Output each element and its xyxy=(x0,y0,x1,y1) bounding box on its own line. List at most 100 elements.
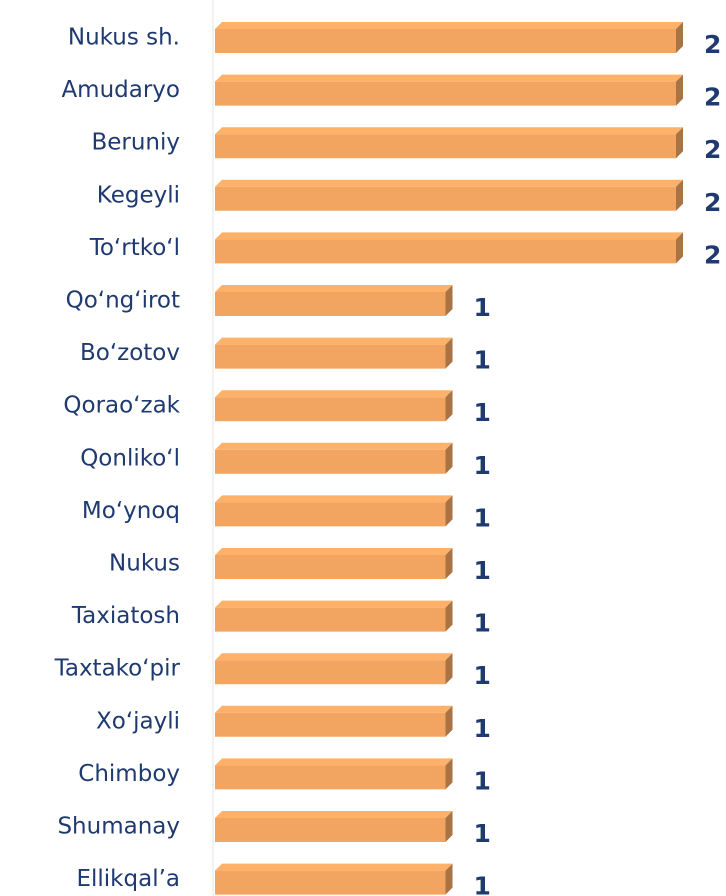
bar-face xyxy=(215,765,446,790)
bar-face xyxy=(676,22,683,53)
value-label: 1 xyxy=(474,346,491,375)
bar-face xyxy=(215,495,453,503)
y-tick-label: Qorao‘zak xyxy=(63,393,180,419)
bar xyxy=(215,653,453,685)
bar-face xyxy=(215,758,453,766)
bar-face xyxy=(445,548,453,579)
bar-face xyxy=(215,397,446,422)
bar xyxy=(215,337,453,369)
bar-face xyxy=(215,232,683,240)
y-tick-label: Bo‘zotov xyxy=(80,340,180,366)
value-label: 2 xyxy=(704,83,721,112)
y-tick-label: Amudaryo xyxy=(61,77,180,103)
bar-face xyxy=(215,285,453,292)
bar xyxy=(215,74,683,106)
bar-face xyxy=(215,239,676,264)
value-label: 1 xyxy=(474,609,491,638)
bar-face xyxy=(445,600,453,632)
y-tick-label: To‘rtko‘l xyxy=(89,235,180,261)
bar-face xyxy=(215,870,446,895)
bar-face xyxy=(215,555,446,579)
value-label: 1 xyxy=(474,398,491,427)
bar-face xyxy=(445,337,453,369)
bar-face xyxy=(215,134,676,159)
bar-face xyxy=(215,442,453,450)
bar-face xyxy=(676,179,683,211)
bar xyxy=(215,600,453,632)
bar-face xyxy=(215,607,446,632)
bar-face xyxy=(445,863,453,895)
bar-face xyxy=(215,186,676,211)
bar-face xyxy=(215,449,446,474)
bar xyxy=(215,548,453,579)
y-tick-label: Mo‘ynoq xyxy=(82,498,180,524)
bar-face xyxy=(445,285,453,316)
bar-face xyxy=(215,29,676,53)
y-tick-label: Nukus xyxy=(109,551,180,577)
bar-face xyxy=(215,818,446,842)
bar xyxy=(215,179,683,211)
bar-face xyxy=(215,390,453,398)
bar xyxy=(215,390,453,422)
bar-face xyxy=(215,179,683,187)
value-label: 1 xyxy=(474,819,491,848)
y-tick-label: Ellikqal’a xyxy=(76,866,180,892)
value-label: 2 xyxy=(704,135,721,164)
bar-face xyxy=(215,337,453,345)
bar-face xyxy=(676,232,683,264)
y-tick-label: Kegeyli xyxy=(97,182,180,208)
bar-face xyxy=(215,600,453,608)
bar xyxy=(215,285,453,316)
bar-face xyxy=(215,712,446,737)
bar-face xyxy=(676,74,683,106)
bar xyxy=(215,442,453,474)
value-label: 1 xyxy=(474,451,491,480)
bar-face xyxy=(215,81,676,106)
bar-face xyxy=(445,442,453,474)
y-tick-label: Xo‘jayli xyxy=(96,708,180,734)
bar-face xyxy=(215,863,453,871)
y-tick-label: Nukus sh. xyxy=(68,25,180,51)
bar xyxy=(215,863,453,895)
bar-face xyxy=(676,127,683,159)
bar xyxy=(215,127,683,159)
y-tick-label: Taxtako‘pir xyxy=(54,656,181,682)
value-label: 1 xyxy=(474,661,491,690)
bar-face xyxy=(445,390,453,422)
bar-face xyxy=(445,495,453,527)
value-label: 1 xyxy=(474,556,491,585)
bar-face xyxy=(215,660,446,685)
bar-face xyxy=(215,344,446,369)
value-label: 2 xyxy=(704,30,721,59)
bar-face xyxy=(445,758,453,790)
y-tick-label: Chimboy xyxy=(78,761,180,787)
bar-face xyxy=(215,811,453,818)
bar-face xyxy=(215,502,446,527)
bar xyxy=(215,495,453,527)
bar-face xyxy=(445,705,453,737)
bar xyxy=(215,705,453,737)
y-tick-label: Shumanay xyxy=(57,814,180,840)
bar xyxy=(215,22,683,53)
bar xyxy=(215,232,683,264)
value-label: 1 xyxy=(474,714,491,743)
bar-face xyxy=(215,127,683,135)
bar-face xyxy=(215,653,453,661)
value-label: 2 xyxy=(704,188,721,217)
bar xyxy=(215,811,453,842)
bar-face xyxy=(445,811,453,842)
bar-face xyxy=(445,653,453,685)
value-label: 2 xyxy=(704,240,721,269)
y-tick-label: Taxiatosh xyxy=(71,603,180,629)
bar-face xyxy=(215,74,683,82)
value-label: 1 xyxy=(474,293,491,322)
y-tick-label: Qo‘ng‘irot xyxy=(66,288,180,314)
value-label: 1 xyxy=(474,766,491,795)
value-label: 1 xyxy=(474,872,491,896)
y-tick-label: Beruniy xyxy=(91,130,180,156)
bar-face xyxy=(215,705,453,713)
bar xyxy=(215,758,453,790)
y-tick-label: Qonliko‘l xyxy=(80,445,180,471)
bar-face xyxy=(215,22,683,29)
